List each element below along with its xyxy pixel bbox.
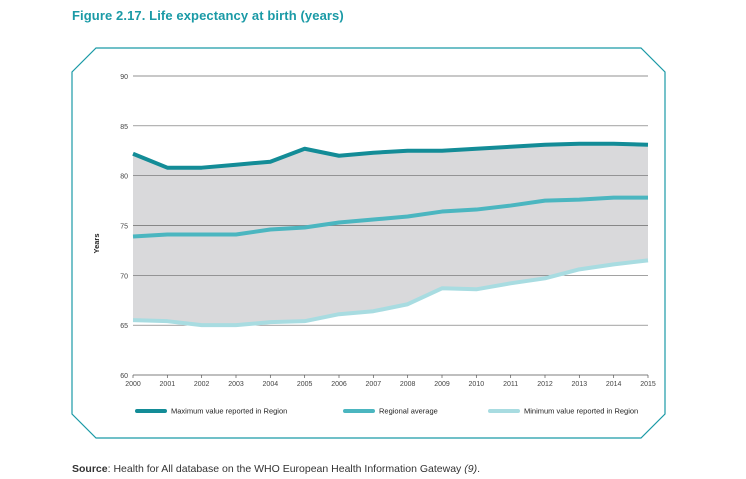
source-end: . [477, 463, 480, 475]
legend-label: Minimum value reported in Region [524, 407, 638, 416]
series-line-regional-average [132, 195, 648, 239]
legend: Maximum value reported in Region Regional… [135, 407, 638, 416]
x-tick-label: 2012 [537, 381, 553, 388]
source-ref: (9) [464, 463, 478, 475]
series-line-maximum-value-reported-in-region [132, 141, 649, 170]
x-tick-label: 2001 [160, 381, 176, 388]
frame-border [71, 47, 666, 439]
y-tick-label: 60 [120, 373, 128, 380]
x-tick-label: 2010 [469, 381, 485, 388]
y-tick-label: 65 [120, 323, 128, 330]
x-tick-label: 2003 [228, 381, 244, 388]
legend-label: Regional average [379, 407, 438, 416]
x-tick-label: 2004 [263, 381, 279, 388]
x-tick-label: 2002 [194, 381, 210, 388]
x-tick-label: 2008 [400, 381, 416, 388]
x-tick-label: 2007 [366, 381, 382, 388]
y-tick-label: 85 [120, 124, 128, 131]
x-tick-label: 2013 [572, 381, 588, 388]
series-line-minimum-value-reported-in-region [132, 258, 649, 328]
y-tick-label: 90 [120, 74, 128, 81]
y-tick-label: 75 [120, 224, 128, 231]
range-band [133, 143, 648, 326]
legend-label: Maximum value reported in Region [171, 407, 287, 416]
x-tick-label: 2009 [434, 381, 450, 388]
x-tick-label: 2005 [297, 381, 313, 388]
x-tick-label: 2000 [125, 381, 141, 388]
y-axis-label: Years [92, 233, 101, 253]
figure-title: Figure 2.17. Life expectancy at birth (y… [72, 8, 344, 23]
y-tick-label: 80 [120, 174, 128, 181]
x-tick-label: 2014 [606, 381, 622, 388]
x-tick-label: 2015 [640, 381, 656, 388]
source-label: Source [72, 463, 108, 475]
source-text: : Health for All database on the WHO Eur… [107, 463, 465, 475]
source-note: Source: Health for All database on the W… [72, 463, 480, 475]
x-tick-label: 2011 [503, 381, 518, 388]
y-tick-label: 70 [120, 273, 128, 280]
x-tick-label: 2006 [331, 381, 347, 388]
plot-area: 60 65 70 75 80 85 90 2000 2001 2002 2003 2004 2005 20… [92, 74, 656, 388]
